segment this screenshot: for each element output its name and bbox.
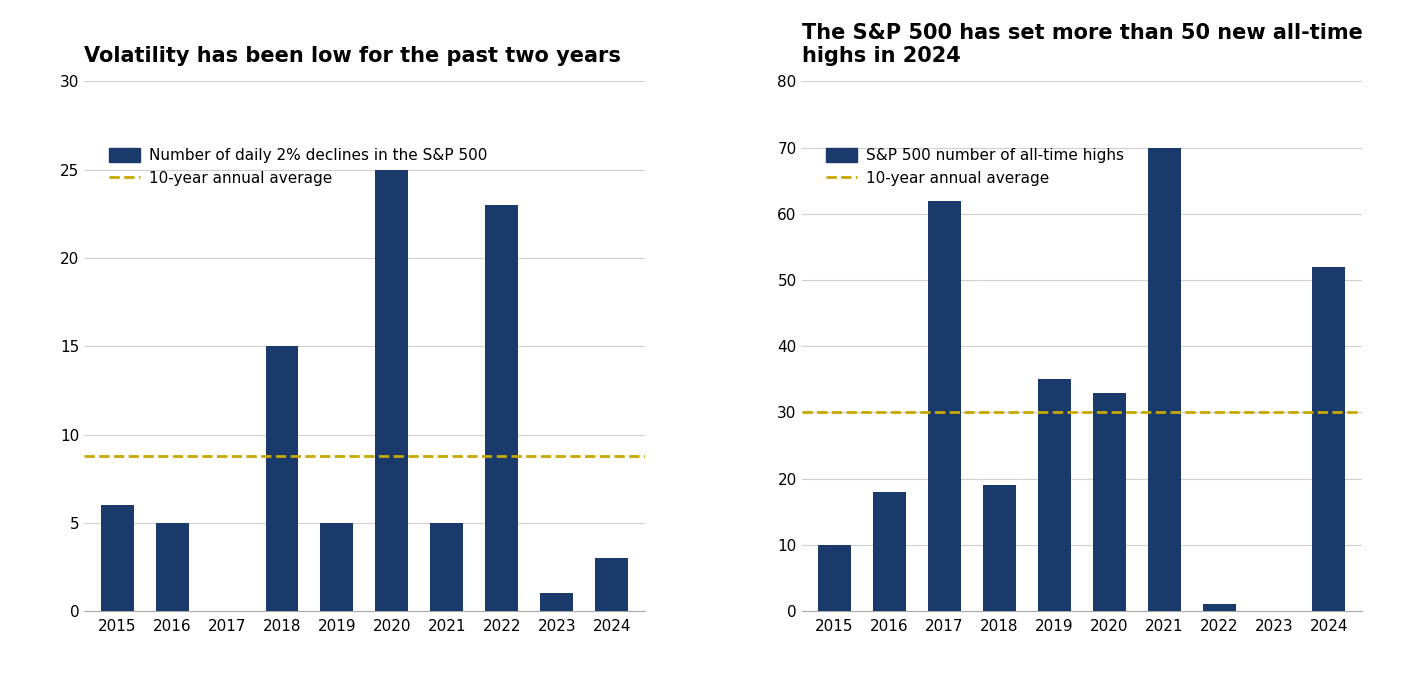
Bar [431,523,463,611]
Bar [928,201,960,611]
Text: Volatility has been low for the past two years: Volatility has been low for the past two… [84,46,621,66]
Bar [156,523,188,611]
Bar [819,545,851,611]
Bar [873,492,906,611]
Text: The S&P 500 has set more than 50 new all-time
highs in 2024: The S&P 500 has set more than 50 new all… [802,23,1362,66]
Bar [101,505,133,611]
Bar [375,170,409,611]
Bar [486,205,518,611]
Bar [1147,148,1181,611]
Bar [265,346,299,611]
Bar [595,558,628,611]
Legend: S&P 500 number of all-time highs, 10-year annual average: S&P 500 number of all-time highs, 10-yea… [820,142,1130,192]
Bar [1092,392,1126,611]
Bar [541,593,573,611]
Legend: Number of daily 2% declines in the S&P 500, 10-year annual average: Number of daily 2% declines in the S&P 5… [102,142,493,192]
Bar [983,485,1015,611]
Bar [1038,380,1071,611]
Bar [1203,604,1236,611]
Bar [320,523,354,611]
Bar [1313,267,1345,611]
